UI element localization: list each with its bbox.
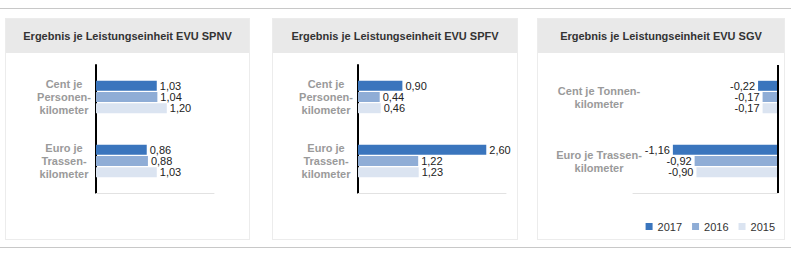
svg-text:Personen-: Personen- (299, 91, 353, 103)
svg-text:-0,17: -0,17 (735, 102, 760, 114)
html-text:Ergebnis je Leistungseinheit E: Ergebnis je Leistungseinheit EVU SPFV (291, 30, 499, 42)
svg-text:Euro je: Euro je (307, 142, 344, 154)
svg-text:kilometer: kilometer (575, 162, 625, 174)
svg-text:2017: 2017 (658, 221, 682, 233)
html-text:Ergebnis je Leistungseinheit E: Ergebnis je Leistungseinheit EVU SPNV (23, 30, 232, 42)
svg-text:Cent je Tonnen-: Cent je Tonnen- (558, 85, 641, 97)
svg-text:0,46: 0,46 (384, 102, 405, 114)
svg-text:-1,16: -1,16 (645, 144, 670, 156)
svg-text:0,88: 0,88 (151, 155, 172, 167)
svg-text:Trassen-: Trassen- (303, 155, 349, 167)
svg-text:0,90: 0,90 (405, 80, 426, 92)
svg-text:kilometer: kilometer (302, 168, 352, 180)
svg-text:-0,92: -0,92 (667, 155, 692, 167)
svg-text:2015: 2015 (751, 221, 775, 233)
svg-text:1,04: 1,04 (160, 91, 181, 103)
svg-text:Euro je: Euro je (45, 142, 82, 154)
svg-text:2016: 2016 (704, 221, 728, 233)
svg-text:kilometer: kilometer (40, 104, 90, 116)
svg-text:-0,17: -0,17 (735, 91, 760, 103)
svg-text:1,03: 1,03 (160, 80, 181, 92)
svg-text:Cent je: Cent je (308, 78, 345, 90)
svg-text:Cent je: Cent je (46, 78, 83, 90)
svg-text:kilometer: kilometer (575, 98, 625, 110)
svg-text:0,86: 0,86 (150, 144, 171, 156)
svg-text:Trassen-: Trassen- (41, 155, 87, 167)
svg-text:Euro je Trassen-: Euro je Trassen- (556, 149, 642, 161)
svg-text:Personen-: Personen- (37, 91, 91, 103)
svg-text:1,23: 1,23 (422, 166, 443, 178)
html-text:Ergebnis je Leistungseinheit E: Ergebnis je Leistungseinheit EVU SGV (560, 30, 762, 42)
svg-text:-0,90: -0,90 (668, 166, 693, 178)
svg-text:kilometer: kilometer (302, 104, 352, 116)
svg-text:0,44: 0,44 (383, 91, 404, 103)
svg-text:1,22: 1,22 (421, 155, 442, 167)
svg-text:-0,22: -0,22 (730, 80, 755, 92)
svg-text:kilometer: kilometer (40, 168, 90, 180)
svg-text:1,20: 1,20 (170, 102, 191, 114)
svg-text:1,03: 1,03 (160, 166, 181, 178)
svg-text:2,60: 2,60 (489, 144, 510, 156)
